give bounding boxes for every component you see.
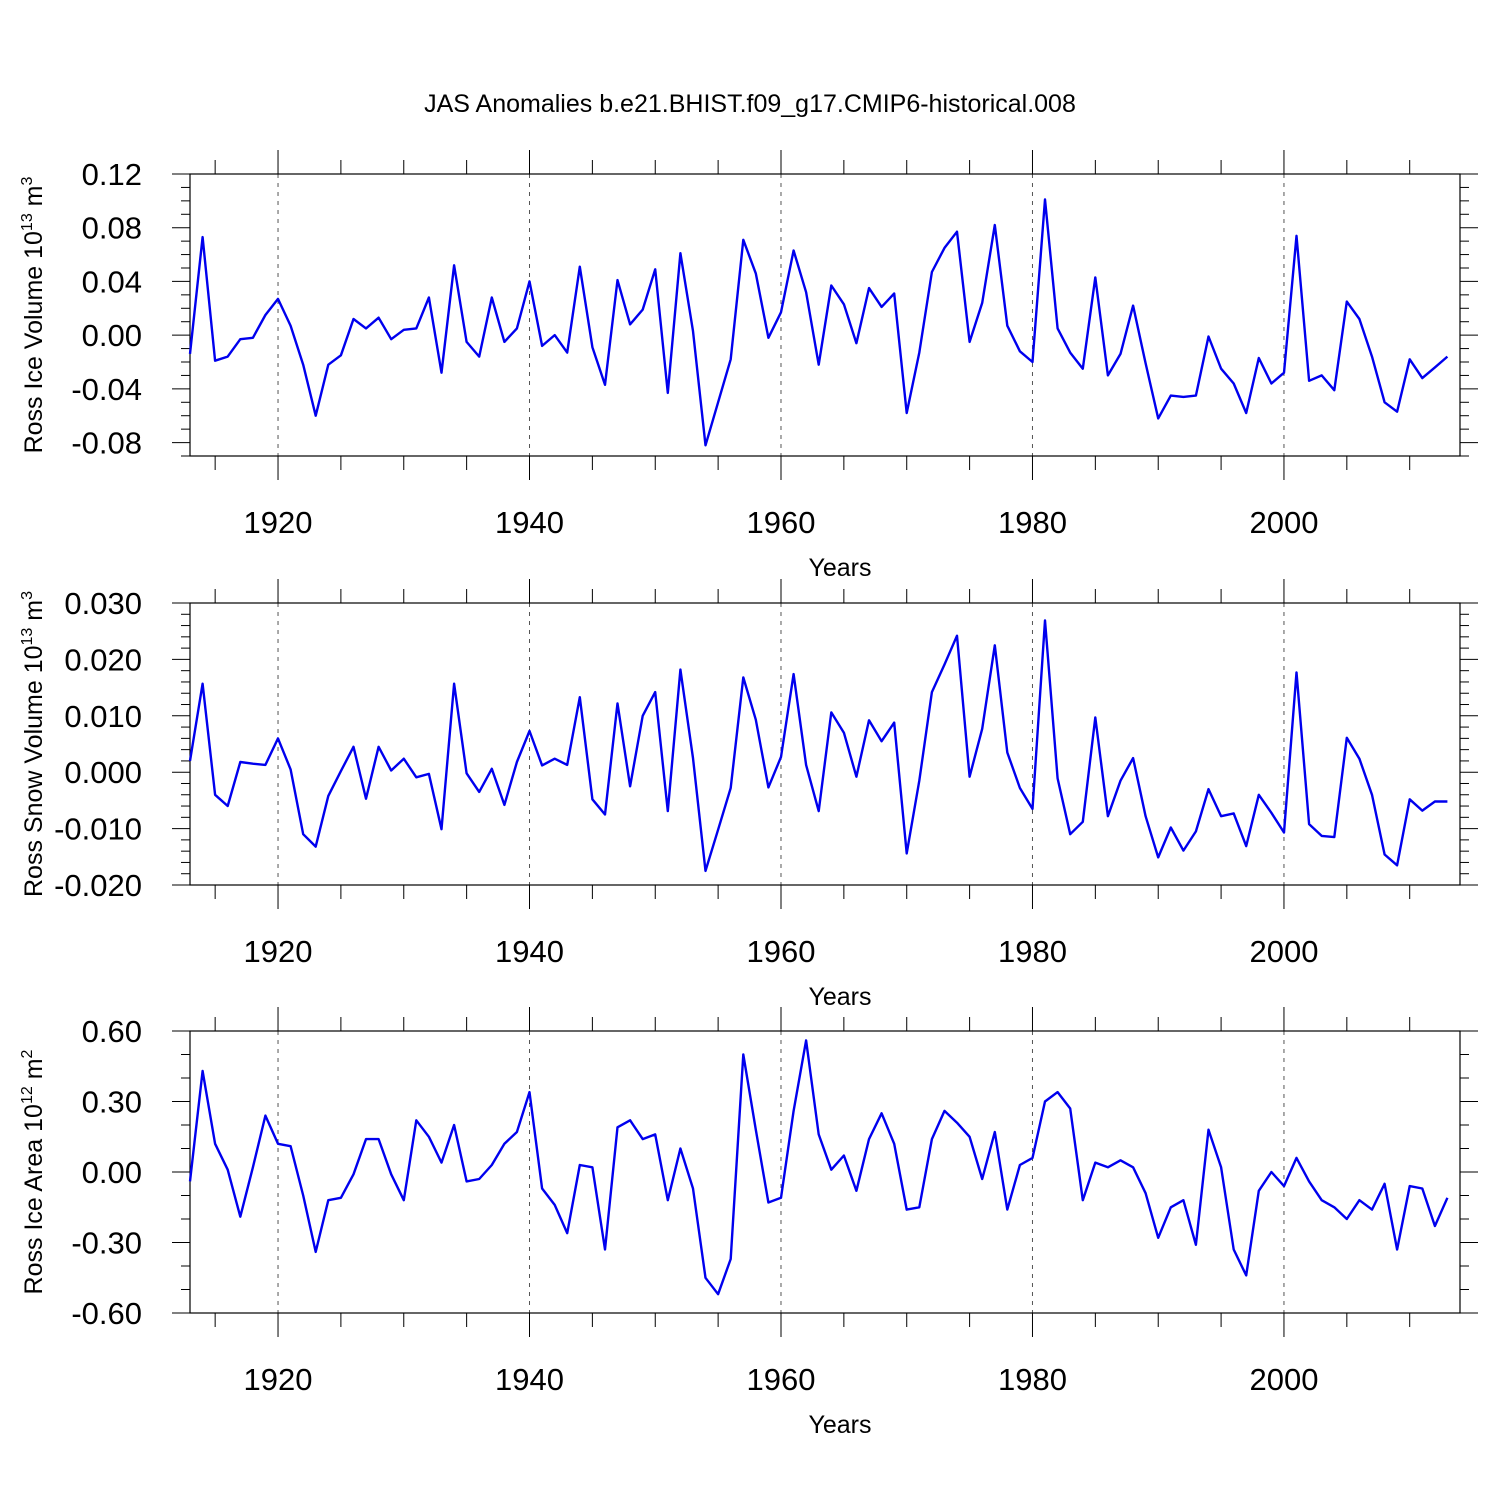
series-line [188,1039,1449,1296]
x-tick-label: 1940 [495,934,564,969]
x-axis-label: Years [808,983,871,1011]
y-tick-label: -0.020 [54,868,142,903]
x-tick-label: 1960 [747,1362,816,1397]
x-tick-label: 1920 [244,1362,313,1397]
x-axis-label: Years [808,554,871,582]
y-tick-label: 0.00 [82,318,142,353]
y-tick-label: -0.010 [54,812,142,847]
x-tick-label: 1960 [747,934,816,969]
y-tick-label: -0.30 [71,1226,142,1261]
x-tick-label: 1960 [747,505,816,540]
panel-1: -0.08 -0.04 0.00 0.04 0.08 0.12 1920 1940 1960 19… [19,150,1478,582]
panel-2: -0.020 -0.010 0.000 0.010 0.020 0.030 1920 1940… [19,579,1478,1011]
figure-title: JAS Anomalies b.e21.BHIST.f09_g17.CMIP6-… [424,90,1076,118]
x-tick-label: 2000 [1249,1362,1318,1397]
y-tick-label: 0.000 [64,755,142,790]
x-tick-label: 1980 [998,1362,1067,1397]
x-tick-label: 1920 [244,934,313,969]
x-tick-label: 1940 [495,505,564,540]
y-tick-label: 0.12 [82,157,142,192]
x-tick-label: 1980 [998,505,1067,540]
x-tick-label: 1920 [244,505,313,540]
y-tick-label: -0.60 [71,1296,142,1331]
panels: -0.08 -0.04 0.00 0.04 0.08 0.12 1920 1940 1960 19… [19,150,1478,1439]
panel-3: -0.60 -0.30 0.00 0.30 0.60 1920 1940 1960 1980 20… [19,1007,1478,1439]
y-tick-label: 0.020 [64,642,142,677]
x-tick-label: 2000 [1249,934,1318,969]
series-line [188,619,1448,873]
y-axis-label: Ross Ice Area 1012 m2 [19,1049,48,1294]
x-tick-label: 1940 [495,1362,564,1397]
plot-frame [189,1030,1461,1314]
y-tick-label: -0.08 [71,426,142,461]
y-axis-label: Ross Ice Volume 1013 m3 [19,176,48,453]
series-line [188,198,1449,447]
y-tick-label: 0.08 [82,211,142,246]
y-tick-label: 0.00 [82,1155,142,1190]
y-tick-label: 0.04 [82,264,142,299]
x-axis-label: Years [808,1411,871,1439]
y-tick-label: 0.60 [82,1014,142,1049]
y-tick-label: 0.030 [64,586,142,621]
x-tick-label: 1980 [998,934,1067,969]
plot-frame [189,173,1461,457]
plot-frame [189,602,1461,886]
y-tick-label: -0.04 [71,372,142,407]
y-tick-label: 0.30 [82,1085,142,1120]
y-tick-label: 0.010 [64,699,142,734]
x-tick-label: 2000 [1249,505,1318,540]
y-axis-label: Ross Snow Volume 1013 m3 [19,591,48,897]
